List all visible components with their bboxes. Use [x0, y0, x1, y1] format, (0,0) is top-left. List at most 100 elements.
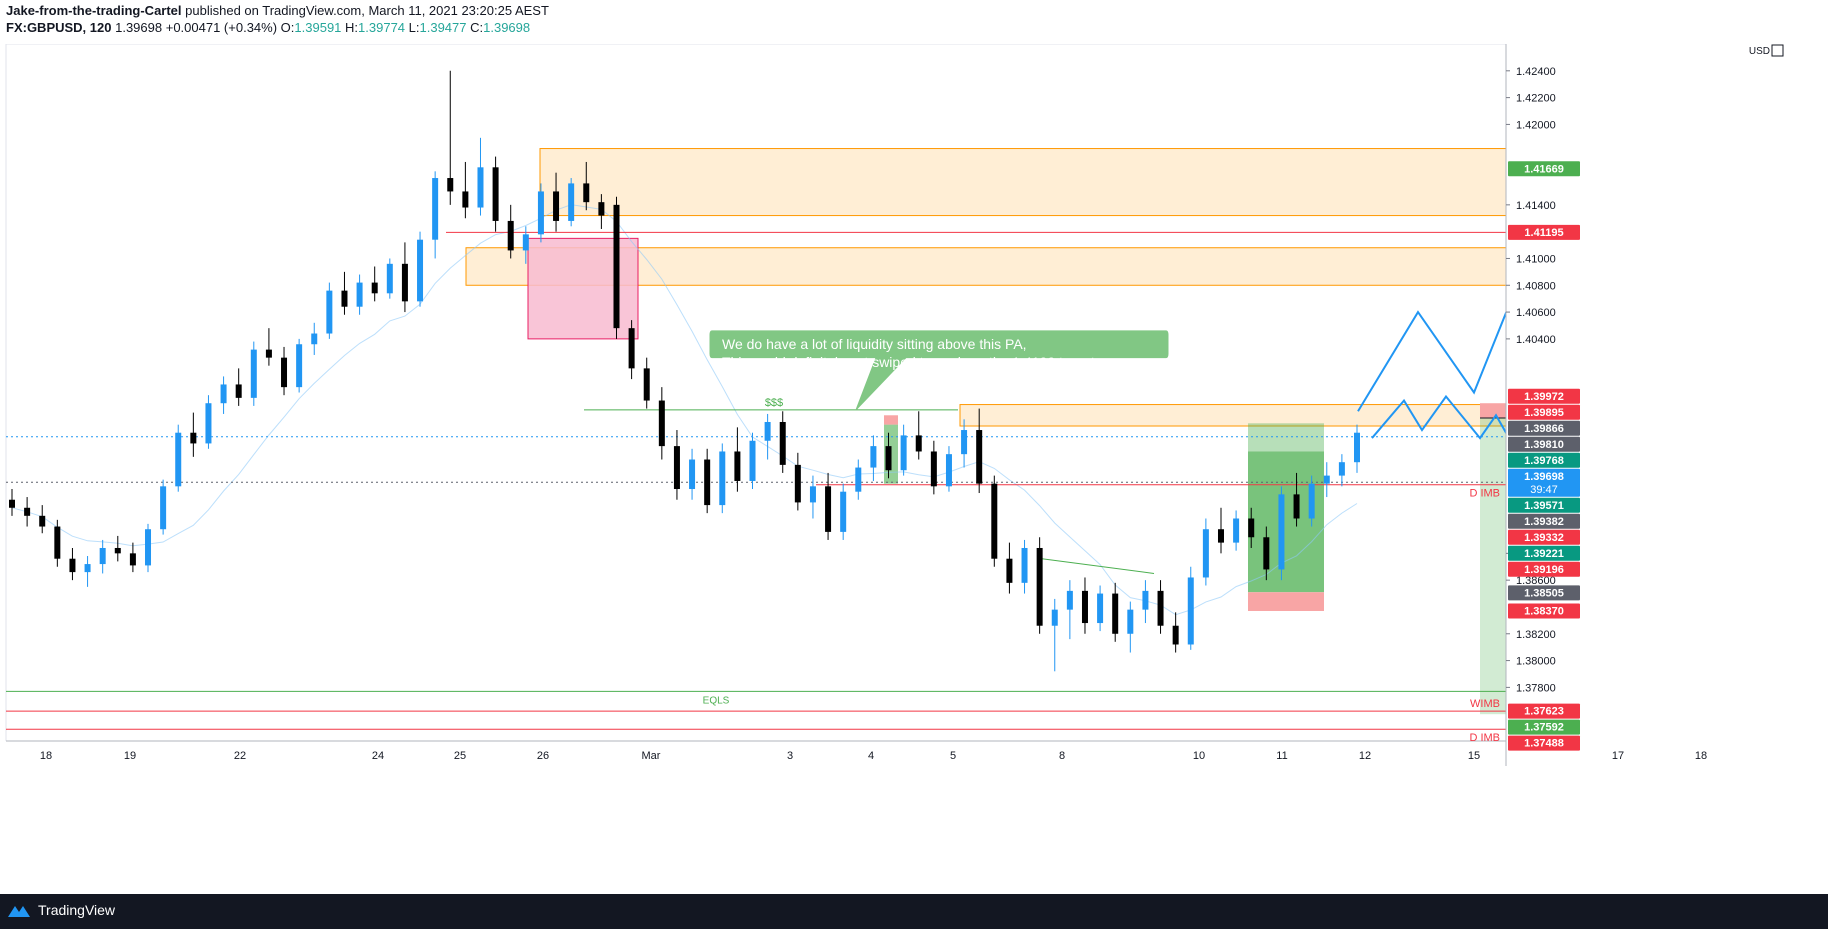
candle-body [1308, 483, 1315, 519]
candle-body [1081, 590, 1088, 624]
candle-body [1021, 547, 1028, 583]
candle-body [658, 400, 665, 447]
price-tag[interactable] [1508, 497, 1580, 513]
x-tick-label: 24 [372, 750, 384, 762]
candle-body [991, 483, 998, 559]
candle-body [945, 454, 952, 487]
candle-body [175, 432, 182, 487]
y-tick-label: 1.37800 [1516, 682, 1556, 694]
candle-body [1006, 558, 1013, 583]
price-tag[interactable] [1508, 388, 1580, 404]
candle-body [809, 486, 816, 503]
candle-body [1066, 590, 1073, 610]
price-tag-label: 1.37623 [1524, 706, 1564, 718]
x-tick-label: 19 [124, 750, 136, 762]
price-tag-label: 1.39895 [1524, 407, 1564, 419]
price-tag[interactable] [1508, 224, 1580, 240]
price-tag[interactable] [1508, 703, 1580, 719]
price-chart[interactable]: 1.42400 1.42200 1.42000 1.41400 1.41000 1.408… [0, 43, 1828, 894]
close-value: 1.39698 [483, 20, 531, 35]
candle-body [885, 446, 892, 471]
candle-body [1323, 475, 1330, 484]
candle-body [628, 328, 635, 369]
supply-zone-upper[interactable] [539, 148, 1585, 217]
long-position-stop[interactable] [1248, 592, 1324, 611]
candle-body [1278, 494, 1285, 570]
candle-body [522, 234, 529, 251]
author-name[interactable]: Jake-from-the-trading-Cartel [6, 3, 182, 18]
price-tag[interactable] [1508, 436, 1580, 452]
candle-body [537, 191, 544, 235]
price-change: +0.00471 (+0.34%) [165, 20, 278, 35]
candle-body [1338, 462, 1345, 476]
price-tag[interactable] [1508, 735, 1580, 751]
y-tick-label: 1.38200 [1516, 629, 1556, 641]
candle-body [326, 290, 333, 334]
candle-body [341, 290, 348, 307]
candle-body [583, 183, 590, 203]
candle-body [1293, 494, 1300, 519]
price-tag-label: 1.39221 [1524, 548, 1564, 560]
candle-body [160, 486, 167, 530]
price-tag-label: 1.39698 [1524, 471, 1564, 483]
candle-body [205, 403, 212, 444]
candle-body [311, 333, 318, 345]
publisher-line: Jake-from-the-trading-Cartel published o… [6, 3, 549, 18]
price-tag[interactable] [1508, 420, 1580, 436]
callout-bubble[interactable] [709, 330, 1169, 411]
long-position-target[interactable] [1248, 423, 1324, 452]
y-tick-label: 1.38000 [1516, 656, 1556, 668]
candle-body [235, 384, 242, 398]
x-tick-label: 8 [1059, 750, 1065, 762]
price-tag[interactable] [1508, 468, 1580, 497]
trend-line[interactable] [1041, 558, 1155, 574]
y-tick-label: 1.40600 [1516, 307, 1556, 319]
candle-body [794, 464, 801, 503]
price-tag[interactable] [1508, 404, 1580, 420]
x-tick-label: 22 [234, 750, 246, 762]
candle-body [1051, 609, 1058, 626]
symbol-label[interactable]: FX:GBPUSD, 120 [6, 20, 112, 35]
currency-label[interactable]: USD [1749, 46, 1770, 57]
currency-dropdown-icon[interactable] [1771, 44, 1784, 57]
price-tag[interactable] [1508, 545, 1580, 561]
candle-body [462, 191, 469, 208]
price-tag[interactable] [1508, 452, 1580, 468]
price-tag[interactable] [1508, 161, 1580, 177]
price-tag[interactable] [1508, 603, 1580, 619]
candle-body [900, 435, 907, 471]
high-value: 1.39774 [358, 20, 406, 35]
candle-body [613, 204, 620, 329]
moving-average-line [11, 204, 1358, 616]
candle-body [1217, 529, 1224, 543]
tradingview-logo[interactable]: TradingView [6, 902, 115, 918]
candle-body [296, 344, 303, 388]
price-tag-label: 1.41669 [1524, 163, 1564, 175]
price-tag-label: 1.39810 [1524, 439, 1564, 451]
supply-zone-lower[interactable] [959, 404, 1507, 427]
candle-body [749, 440, 756, 481]
candle-body [568, 183, 575, 221]
d-imb-label-1: D IMB [1469, 488, 1500, 500]
bullish-projection-path[interactable] [1357, 252, 1531, 412]
bearish-projection-path[interactable] [1371, 394, 1643, 671]
candle-body [1233, 518, 1240, 543]
candle-body [492, 167, 499, 221]
x-tick-label: 18 [40, 750, 52, 762]
price-tag[interactable] [1508, 529, 1580, 545]
price-tag[interactable] [1508, 513, 1580, 529]
y-tick-label: 1.41400 [1516, 200, 1556, 212]
candle-body [553, 191, 560, 221]
chart-area[interactable]: 1.42400 1.42200 1.42000 1.41400 1.41000 1.408… [0, 43, 1828, 894]
price-tag[interactable] [1508, 719, 1580, 735]
candle-body [9, 499, 15, 508]
order-block-zone[interactable] [527, 237, 639, 340]
candle-body [54, 526, 61, 559]
candle-body [1142, 590, 1149, 610]
candle-body [24, 507, 31, 516]
open-value: 1.39591 [294, 20, 342, 35]
price-tag[interactable] [1508, 561, 1580, 577]
long-position-profit[interactable] [1248, 451, 1324, 593]
candle-body [69, 558, 76, 573]
price-tag[interactable] [1508, 585, 1580, 601]
